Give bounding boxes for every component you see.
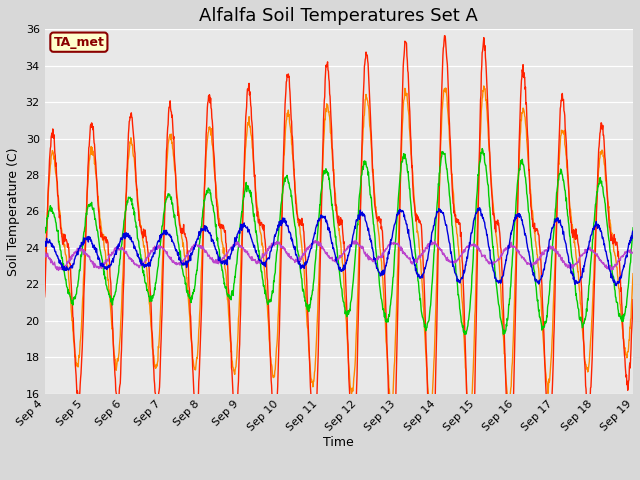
Title: Alfalfa Soil Temperatures Set A: Alfalfa Soil Temperatures Set A — [200, 7, 478, 25]
Text: TA_met: TA_met — [53, 36, 104, 48]
X-axis label: Time: Time — [323, 436, 354, 449]
Legend: -2cm, -4cm, -8cm, -16cm, -32cm: -2cm, -4cm, -8cm, -16cm, -32cm — [150, 474, 527, 480]
Y-axis label: Soil Temperature (C): Soil Temperature (C) — [7, 147, 20, 276]
